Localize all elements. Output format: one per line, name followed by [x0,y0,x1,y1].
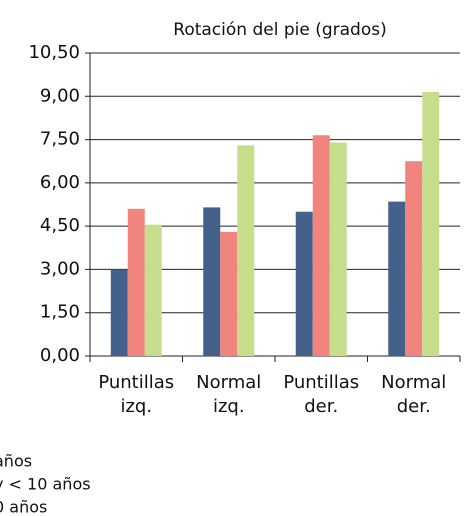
y-tick-label: 7,50 [40,129,80,150]
bar [237,145,255,356]
x-tick-label: Normal [381,372,446,393]
x-tick-label: der. [397,396,431,417]
y-tick-label: 1,50 [40,302,80,323]
bar [127,208,145,356]
y-tick-label: 0,00 [40,345,80,366]
y-tick-label: 9,00 [40,85,80,106]
bar [295,211,313,356]
x-tick-label: Normal [196,372,261,393]
bar [329,142,347,356]
y-tick-label: 10,50 [28,42,80,63]
bar [203,207,221,356]
x-tick-label: Puntillas [283,372,359,393]
legend-label: años [0,452,32,471]
y-tick-label: 4,50 [40,215,80,236]
x-tick-label: Puntillas [98,372,174,393]
y-tick-label: 3,00 [40,258,80,279]
bar [422,91,440,356]
bar [220,231,238,356]
x-tick-label: izq. [120,396,152,417]
bar [405,161,423,356]
legend-label: y < 10 años [0,475,91,494]
x-tick-label: izq. [213,396,245,417]
legend-label: 0 años [0,498,47,516]
bar [144,224,162,356]
y-tick-label: 6,00 [40,172,80,193]
chart-title: Rotación del pie (grados) [173,20,386,40]
x-tick-label: der. [304,396,338,417]
bar [312,135,330,356]
bar [110,269,128,356]
bar [388,201,406,356]
